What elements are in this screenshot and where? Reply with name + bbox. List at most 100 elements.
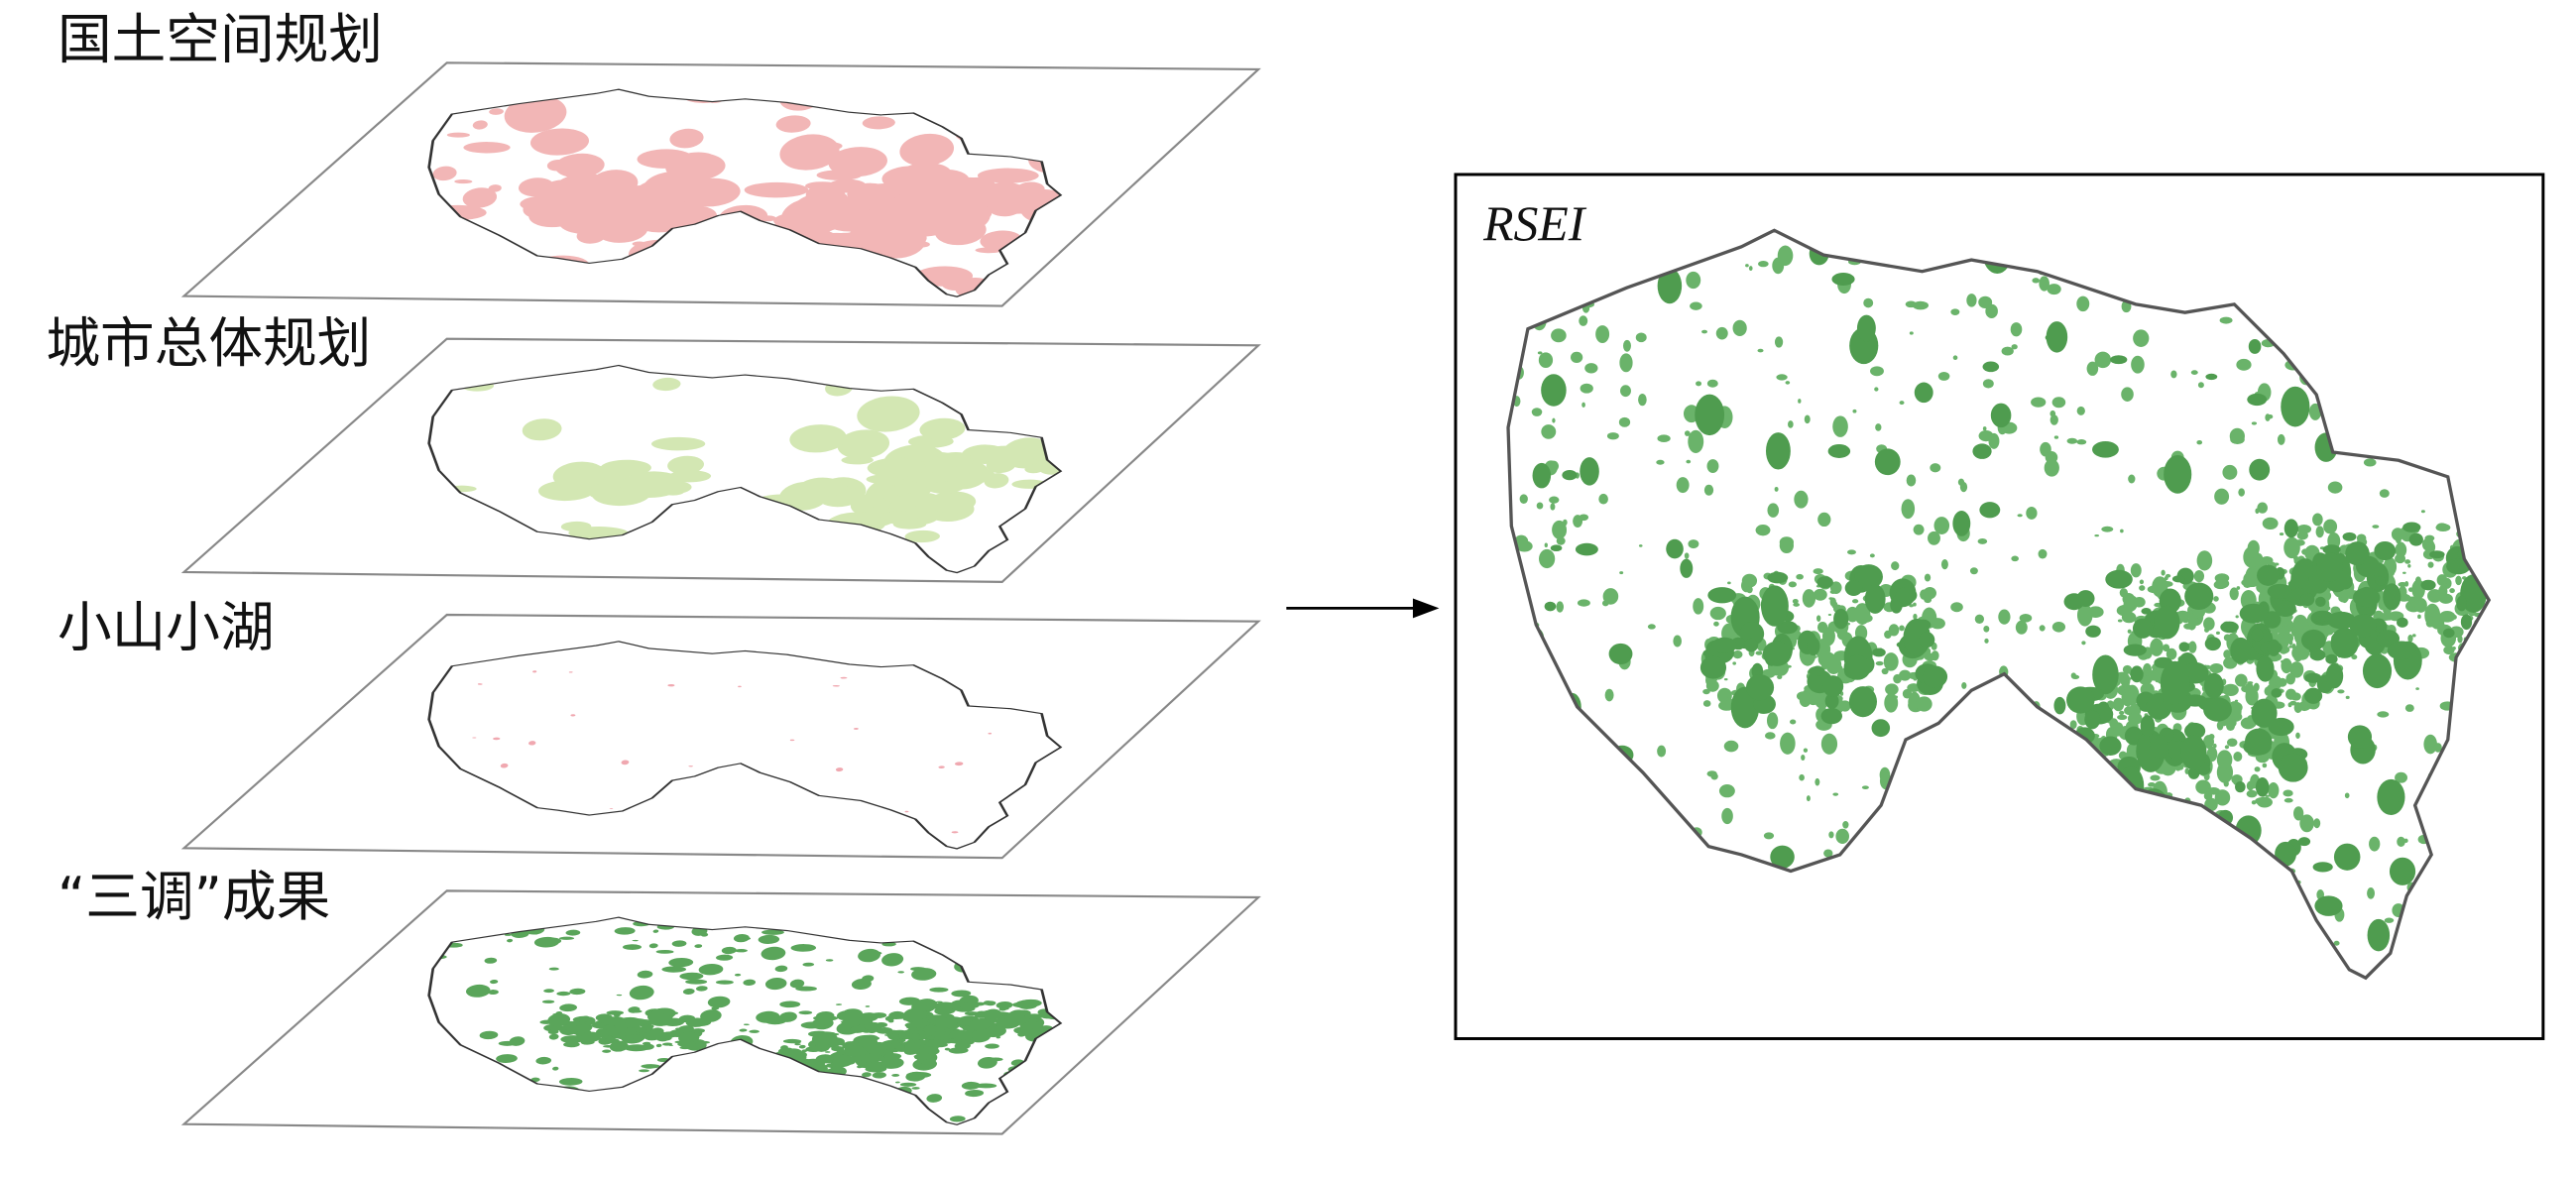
patch bbox=[853, 727, 859, 730]
patch bbox=[914, 1050, 921, 1055]
patch bbox=[2139, 579, 2145, 585]
patch bbox=[568, 671, 573, 673]
patch bbox=[2397, 617, 2408, 628]
patch bbox=[918, 1030, 925, 1033]
patch bbox=[682, 988, 695, 995]
patch bbox=[1767, 571, 1789, 584]
patch bbox=[1657, 434, 1671, 443]
patch bbox=[2456, 595, 2467, 612]
patch bbox=[1702, 700, 1711, 707]
patch bbox=[863, 1022, 883, 1030]
patch bbox=[2150, 735, 2168, 759]
patch bbox=[744, 181, 809, 198]
patch bbox=[1907, 683, 1921, 693]
patch bbox=[2222, 580, 2228, 587]
patch bbox=[2299, 593, 2315, 607]
patch bbox=[2452, 646, 2456, 650]
patch bbox=[472, 120, 488, 130]
patch bbox=[609, 1040, 629, 1052]
patch bbox=[1884, 693, 1899, 713]
patch bbox=[2224, 688, 2232, 695]
patch bbox=[584, 1021, 592, 1025]
patch bbox=[2304, 672, 2322, 683]
patch bbox=[1746, 586, 1753, 594]
patch bbox=[2203, 791, 2213, 800]
patch bbox=[836, 1010, 854, 1021]
patch bbox=[1732, 319, 1747, 337]
patch bbox=[1757, 348, 1764, 353]
patch bbox=[2049, 410, 2056, 417]
patch bbox=[2132, 605, 2137, 609]
patch bbox=[685, 1017, 707, 1027]
patch bbox=[1777, 245, 1794, 267]
patch bbox=[2312, 513, 2323, 527]
patch bbox=[860, 1035, 880, 1041]
patch bbox=[1909, 331, 1914, 335]
patch bbox=[2375, 576, 2386, 586]
patch bbox=[620, 471, 684, 499]
patch bbox=[669, 128, 704, 149]
patch bbox=[2011, 555, 2019, 562]
patch bbox=[1580, 383, 1593, 394]
patch bbox=[1817, 512, 1831, 528]
patch bbox=[2160, 660, 2190, 705]
patch bbox=[865, 951, 882, 956]
patch bbox=[1836, 664, 1843, 673]
patch bbox=[2170, 370, 2177, 379]
patch bbox=[2161, 569, 2166, 576]
patch bbox=[2153, 645, 2158, 647]
patch bbox=[2268, 717, 2294, 737]
patch bbox=[983, 1008, 1002, 1021]
patch bbox=[779, 1011, 797, 1022]
patch bbox=[837, 429, 890, 459]
patch bbox=[872, 1072, 886, 1079]
patch bbox=[847, 182, 891, 204]
patch bbox=[881, 953, 904, 967]
patch bbox=[2141, 608, 2152, 615]
patch bbox=[1732, 649, 1743, 659]
patch bbox=[1777, 621, 1799, 635]
patch bbox=[655, 949, 674, 954]
patch bbox=[1979, 502, 2001, 519]
patch bbox=[2267, 639, 2281, 656]
patch bbox=[911, 968, 937, 981]
patch bbox=[1739, 622, 1765, 647]
patch bbox=[1906, 474, 1917, 487]
patch bbox=[2171, 575, 2185, 583]
patch bbox=[988, 732, 993, 735]
patch bbox=[929, 987, 949, 993]
patch bbox=[2178, 642, 2190, 652]
patch bbox=[1966, 294, 1977, 307]
patch bbox=[2209, 663, 2224, 673]
patch bbox=[1972, 443, 1992, 459]
patch bbox=[1985, 303, 1998, 318]
patch bbox=[802, 962, 815, 967]
patch bbox=[1796, 691, 1811, 701]
patch bbox=[1940, 559, 1948, 570]
patch bbox=[1801, 755, 1806, 761]
patch bbox=[1836, 629, 1849, 641]
patch bbox=[1829, 589, 1836, 594]
patch bbox=[2150, 638, 2164, 656]
patch bbox=[2148, 782, 2157, 787]
patch bbox=[2204, 637, 2221, 651]
patch bbox=[815, 142, 843, 151]
patch bbox=[2281, 386, 2310, 427]
patch bbox=[1686, 459, 1692, 464]
patch bbox=[2251, 628, 2264, 642]
patch bbox=[2314, 895, 2343, 916]
patch bbox=[558, 1077, 583, 1086]
patch bbox=[2196, 550, 2213, 571]
patch bbox=[1885, 683, 1899, 696]
patch bbox=[2262, 517, 2279, 530]
patch bbox=[783, 207, 840, 230]
patch bbox=[623, 944, 643, 950]
patch bbox=[2287, 702, 2292, 708]
patch bbox=[1579, 315, 1588, 326]
patch bbox=[1519, 494, 1528, 505]
patch bbox=[2372, 525, 2380, 529]
patch bbox=[2391, 528, 2404, 541]
patch bbox=[2031, 397, 2047, 408]
patch bbox=[2128, 712, 2143, 726]
patch bbox=[2322, 544, 2341, 555]
